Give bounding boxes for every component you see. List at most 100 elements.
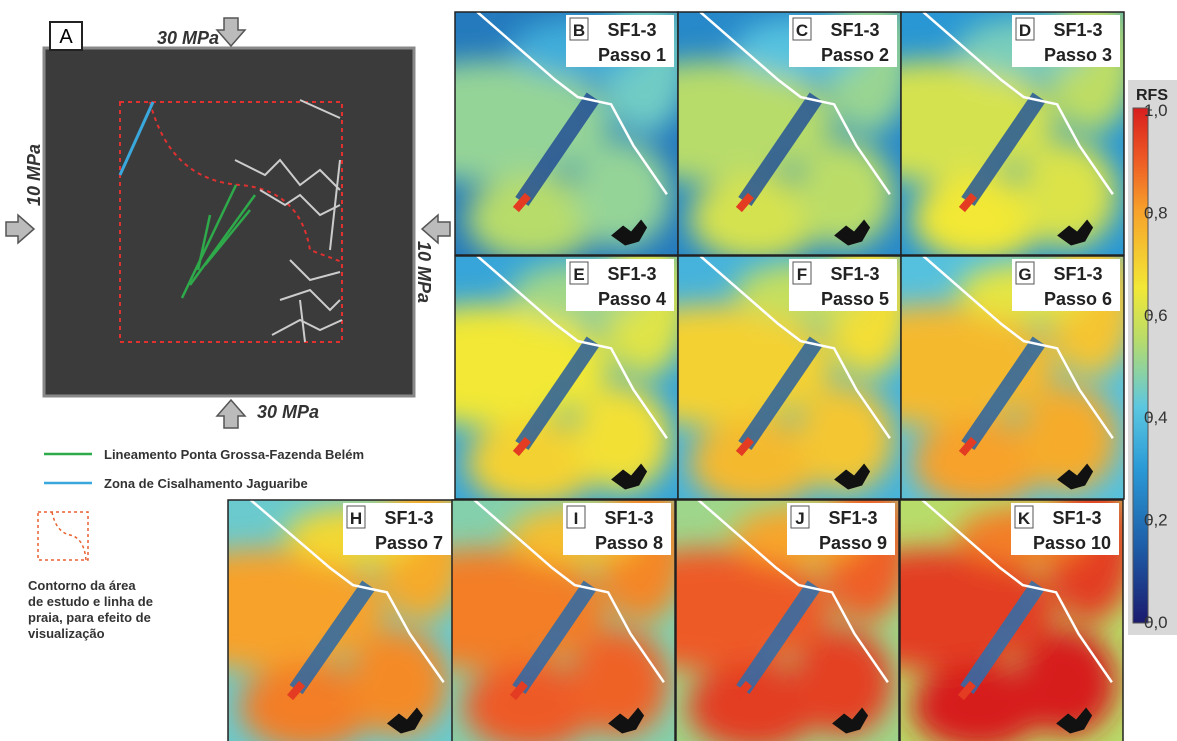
load-label: 10 MPa — [414, 241, 434, 303]
map-hot-tip — [735, 436, 754, 457]
panel-letter-box — [1015, 261, 1035, 285]
map-blob — [466, 174, 600, 255]
map-blobs — [452, 500, 675, 741]
map-blobs — [678, 256, 901, 499]
model-name: SF1-3 — [830, 20, 879, 40]
map-hot-tip — [735, 192, 754, 213]
colorbar-tick-label: 1,0 — [1144, 101, 1168, 120]
colorbar — [1132, 107, 1149, 624]
model-panel: I SF1-3 Passo 8 — [451, 499, 676, 741]
rfs-map — [228, 500, 455, 741]
step-label: Passo 2 — [821, 45, 889, 65]
coastline — [473, 500, 665, 683]
map-blob — [689, 174, 823, 255]
model-name: SF1-3 — [607, 264, 656, 284]
coastline — [476, 256, 668, 439]
island-shapes — [832, 707, 869, 734]
model-panel: E SF1-3 Passo 4 — [454, 255, 679, 500]
map-blob — [573, 384, 672, 492]
panel-label: I — [574, 509, 579, 528]
panel-label-box — [49, 21, 83, 51]
map-hot-tip — [958, 436, 977, 457]
map-hot-tip — [958, 192, 977, 213]
legend-outline-icon — [37, 511, 89, 561]
map-blob — [1019, 384, 1118, 492]
model-panel: D SF1-3 Passo 3 — [900, 11, 1125, 256]
panel-frame — [899, 499, 1124, 741]
map-blob — [689, 418, 823, 499]
colorbar-tick-label: 0,6 — [1144, 306, 1168, 325]
rfs-map — [676, 500, 899, 741]
map-low-zone — [960, 580, 1045, 695]
map-blob — [466, 418, 600, 499]
step-label: Passo 5 — [821, 289, 889, 309]
panel-letter-box — [792, 261, 812, 285]
panel-label: A — [59, 26, 73, 48]
colorbar-title: RFS — [1136, 87, 1168, 104]
map-blob — [794, 628, 893, 736]
panel-letter-box — [569, 17, 589, 41]
coastline — [921, 500, 1113, 683]
model-name: SF1-3 — [604, 508, 653, 528]
coastline — [697, 500, 889, 683]
map-blob — [228, 548, 387, 671]
map-low-zone — [961, 92, 1046, 207]
panel-letter-box — [792, 17, 812, 41]
map-blob — [463, 662, 597, 741]
step-label: Passo 7 — [375, 533, 443, 553]
map-blob — [796, 384, 895, 492]
map-blob — [452, 548, 609, 671]
model-panel: J SF1-3 Passo 9 — [675, 499, 900, 741]
model-name: SF1-3 — [1052, 508, 1101, 528]
legend-outline-icon — [51, 511, 87, 561]
map-blob — [1018, 628, 1117, 736]
map-low-zone — [289, 580, 376, 695]
step-label: Passo 3 — [1044, 45, 1112, 65]
panel-label: J — [795, 509, 804, 528]
map-blob — [796, 140, 895, 248]
map-blob — [912, 174, 1046, 255]
model-panel: F SF1-3 Passo 5 — [677, 255, 902, 500]
map-hot-tip — [512, 436, 531, 457]
map-blob — [911, 662, 1045, 741]
step-label: Passo 1 — [598, 45, 666, 65]
model-name: SF1-3 — [607, 20, 656, 40]
coastline — [699, 256, 891, 439]
colorbar-tick-label: 0,2 — [1144, 511, 1168, 530]
load-arrows — [5, 17, 451, 429]
panel-frame — [900, 11, 1125, 256]
island-shapes — [834, 463, 871, 490]
map-blob — [678, 60, 835, 183]
load-label: 30 MPa — [257, 402, 319, 422]
map-blob — [455, 304, 612, 427]
colorbar-tick-label: 0,4 — [1144, 408, 1168, 427]
map-hot-tip — [957, 680, 976, 701]
colorbar-tick-label: 0,8 — [1144, 203, 1168, 222]
map-blob — [1019, 140, 1118, 248]
legend-label: Zona de Cisalhamento Jaguaribe — [104, 476, 308, 491]
map-blob — [573, 140, 672, 248]
island-shapes — [386, 707, 423, 734]
model-name: SF1-3 — [830, 264, 879, 284]
legend-note: de estudo e linha de — [28, 594, 153, 609]
map-blob — [912, 418, 1046, 499]
map-blob — [678, 304, 835, 427]
panel-frame — [451, 499, 676, 741]
map-blob — [687, 662, 821, 741]
legend-note: praia, para efeito de — [28, 610, 151, 625]
island-shapes — [834, 219, 871, 246]
model-panel: B SF1-3 Passo 1 — [454, 11, 679, 256]
map-blobs — [901, 12, 1124, 255]
map-low-zone — [961, 336, 1046, 451]
legend-note: visualização — [28, 626, 105, 641]
panel-label: C — [796, 21, 808, 40]
faults — [234, 99, 343, 343]
step-label: Passo 6 — [1044, 289, 1112, 309]
map-blobs — [676, 500, 899, 741]
map-hot-tip — [509, 680, 528, 701]
shear-zone — [118, 101, 155, 176]
panel-label: F — [797, 265, 807, 284]
legend-note: Contorno da área — [28, 578, 136, 593]
map-blob — [455, 60, 612, 183]
